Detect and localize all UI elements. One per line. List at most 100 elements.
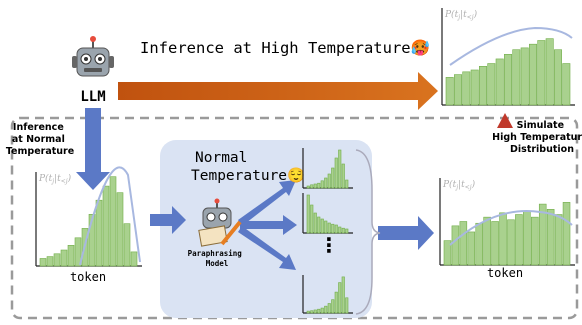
bar [451,225,460,266]
bar [306,310,310,314]
bar [313,183,317,189]
llm-label: LLM [80,89,105,105]
bar [331,223,335,234]
label-part: j [50,178,54,185]
bar [53,253,61,267]
curve [449,210,573,246]
brace [355,149,381,315]
robot-icon [72,36,114,77]
bar [345,297,349,314]
bar [317,216,321,234]
label-part: ) [471,179,476,190]
bar [324,305,328,314]
bar [320,180,324,189]
label-part: <j [61,178,68,185]
bar [331,167,335,189]
bar [523,210,531,266]
title-line: Temperature [191,168,287,184]
caption-line: Distribution [510,144,574,155]
bar [74,237,82,267]
bar [320,307,324,314]
title: Inference at High Temperature🥵 [140,39,430,57]
caption-line: Temperature [6,146,74,157]
bar [334,224,338,234]
bar [562,63,571,106]
histogram: P(tj|t<j) [439,178,575,266]
bar [310,184,314,189]
histogram [302,193,353,234]
simulate-arrowhead [497,113,513,128]
label-part: ) [67,173,72,184]
bar [341,227,345,234]
histogram [302,148,353,189]
label-part: j [456,14,460,21]
label-part: |t [54,174,61,184]
label-part: <j [467,14,474,21]
bar [324,220,328,234]
histogram: P(tj|t<j) [441,8,575,106]
x-label: token [487,266,523,280]
bar [88,214,96,267]
left-caption: Inference at Normal Temperature [6,122,74,157]
bar [306,185,310,189]
bar [443,240,452,266]
label-part: j [454,184,458,191]
bar [515,214,523,266]
bar [60,249,68,267]
histogram: P(tj|t<j) [35,166,142,267]
bar [102,185,110,267]
bar [507,219,515,266]
right-caption: Simulate High Temperature Distribution [492,120,582,155]
bar [445,77,454,106]
bar [499,212,507,266]
paraphrase-robot-icon [198,198,242,247]
bar [475,222,483,266]
bar [338,282,342,314]
label-part: P(t [38,173,53,184]
bar [327,222,331,234]
bar [491,221,499,266]
bar [554,49,562,106]
bar [310,310,314,314]
bar [46,256,54,267]
bar [546,209,555,266]
bar [345,179,349,189]
bar [554,214,563,266]
title-emoji: 😌 [287,167,305,184]
label-part: ) [473,9,478,20]
bar [317,182,321,189]
bar [562,202,571,266]
bar [467,231,476,266]
bar [334,157,338,189]
bar [531,216,539,266]
bar [538,203,547,266]
bar [324,177,328,189]
caption-line: Inference [13,122,64,133]
bar [479,65,487,106]
bar [95,199,103,267]
curve [79,166,141,266]
bar [313,309,317,314]
bar [313,212,317,234]
caption-line: High Temperature [492,132,582,143]
model-line: Paraphrasing [188,249,243,258]
to-result-arrow [378,216,434,250]
bar [338,149,342,189]
bar [327,173,331,189]
bar [310,204,314,234]
x-label: token [70,270,106,284]
label-part: P(t [442,179,457,190]
ellipsis: ⋮ [319,233,339,257]
label-part: P(t [444,9,459,20]
bar [331,299,335,314]
bar [39,258,47,267]
bar [341,276,345,314]
bar [341,163,345,189]
y-axis-label: P(tj|t<j) [38,173,72,185]
histogram [302,275,353,314]
to-model-arrow [150,206,186,234]
bar [67,245,75,267]
title-line: Normal [195,150,247,166]
label-part: |t [458,180,465,190]
